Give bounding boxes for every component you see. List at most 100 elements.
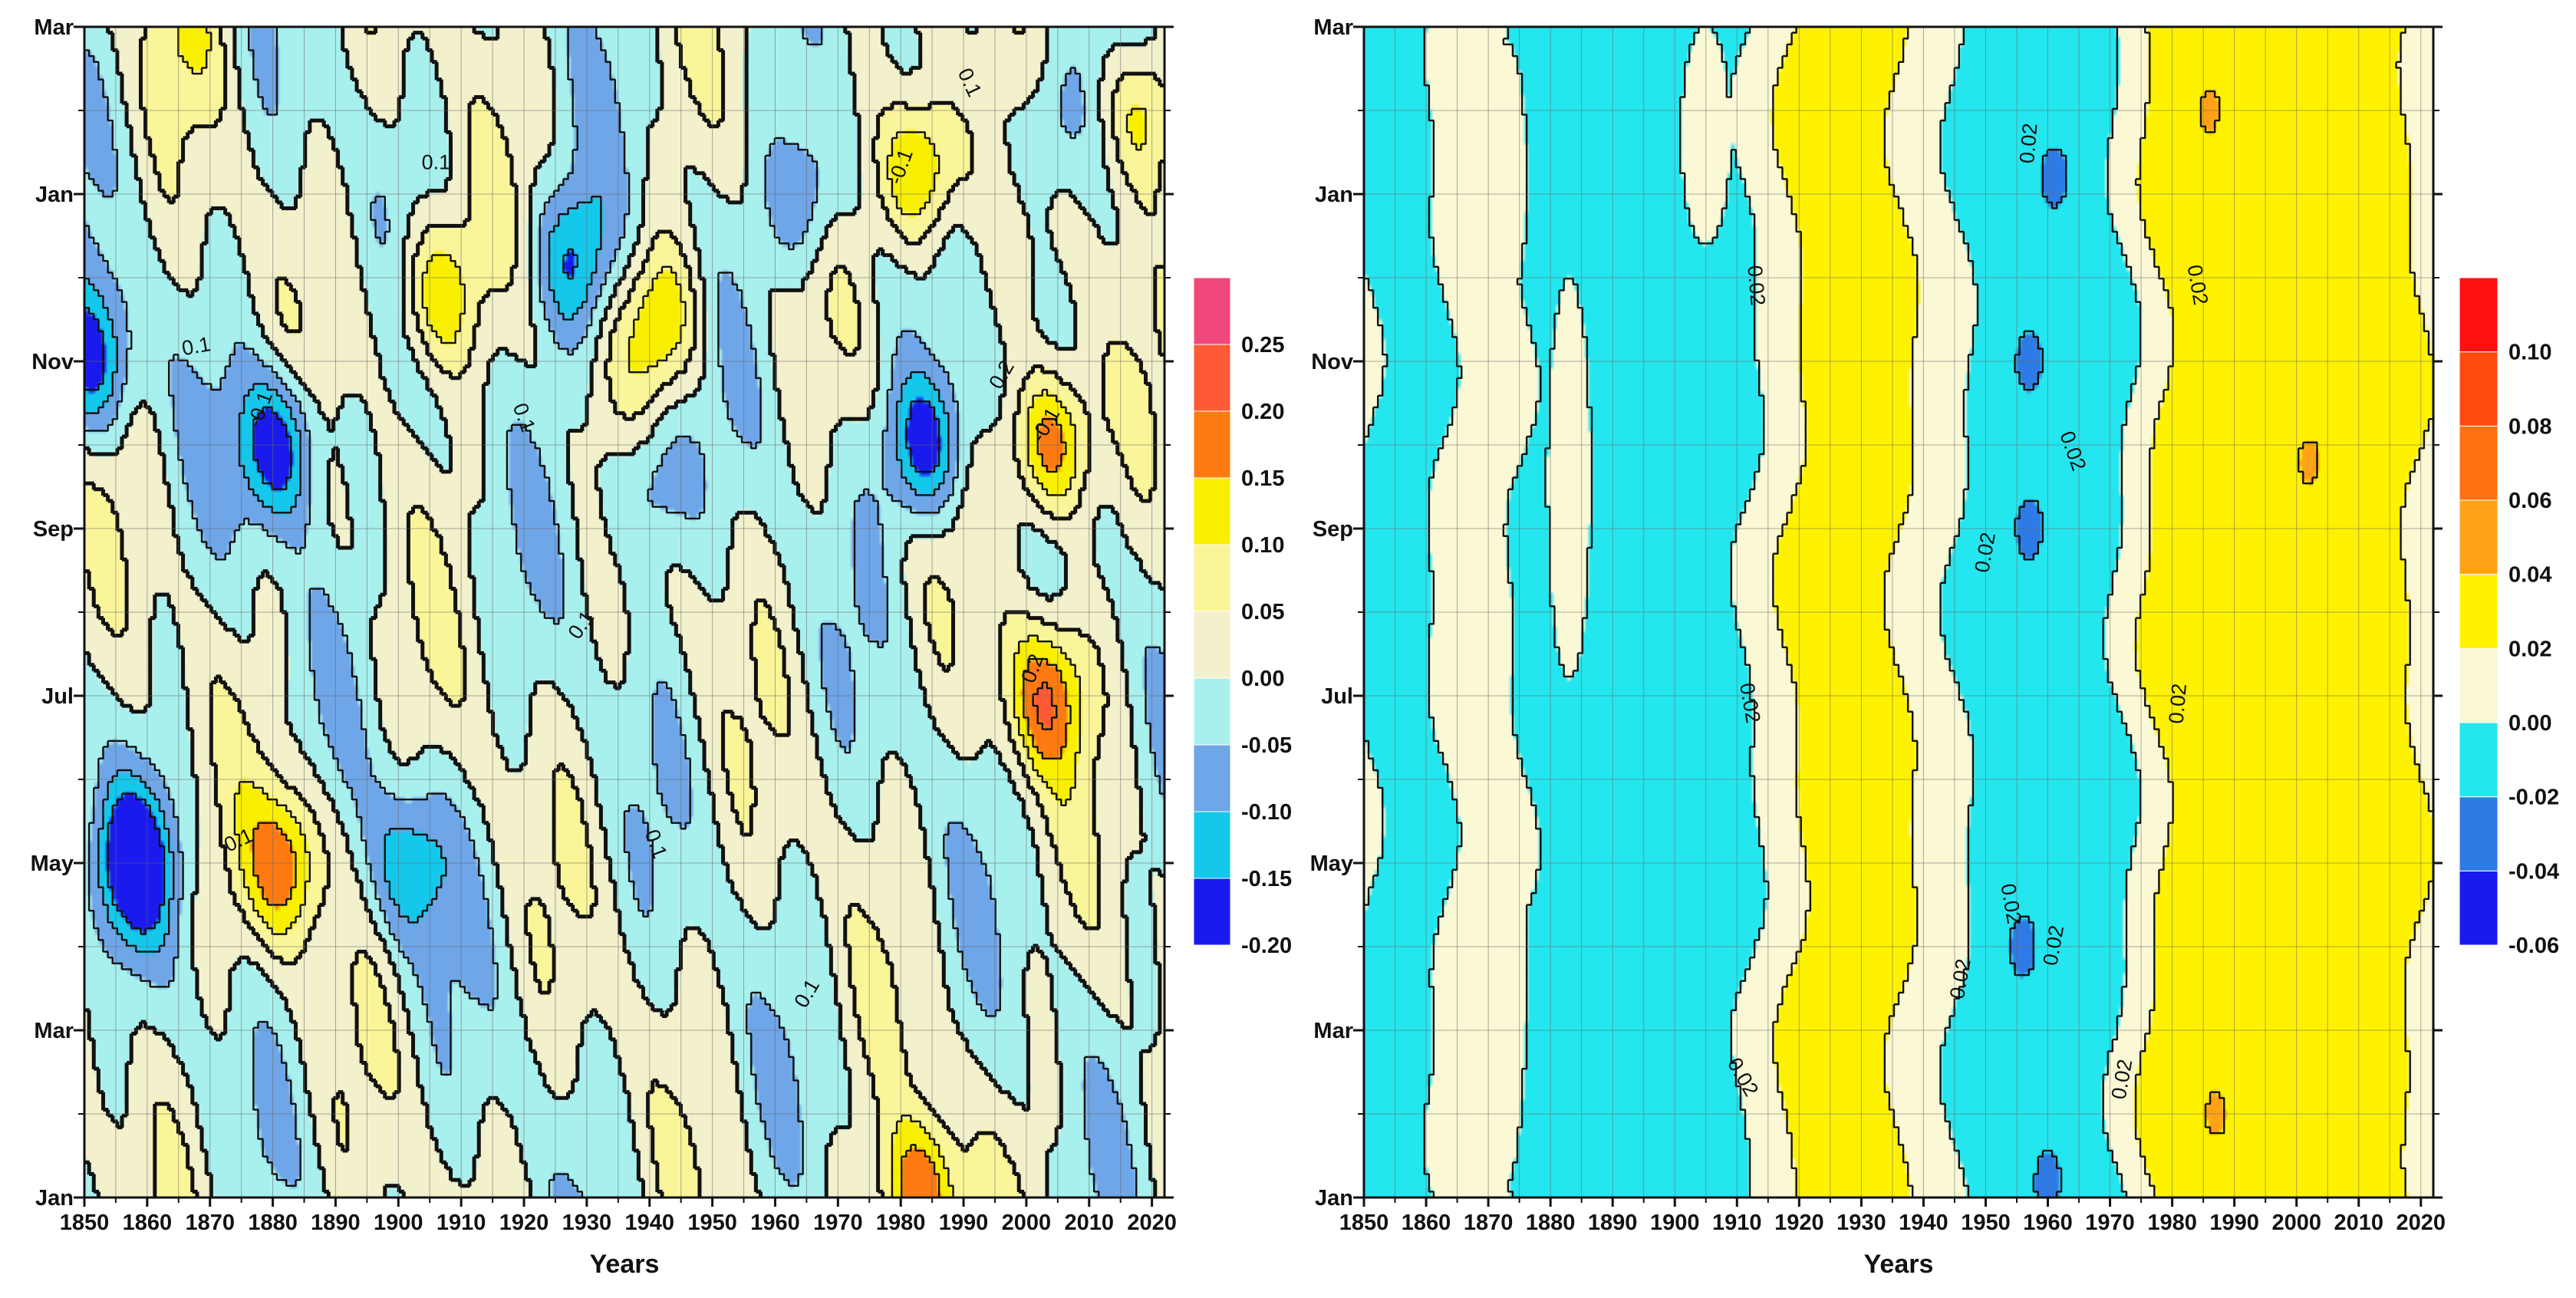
contour-line-segment [891, 360, 894, 367]
contour-line-segment [957, 437, 959, 443]
contour-line-segment [232, 61, 237, 69]
contour-line-segment [910, 483, 912, 490]
contour-line-segment [618, 682, 622, 689]
contour-line-segment [1014, 31, 1020, 35]
contour-line-segment [1108, 598, 1114, 603]
contour-line-segment [853, 524, 856, 531]
contour-line-segment [684, 185, 688, 192]
contour-line-segment [210, 548, 212, 555]
contour-line-segment [509, 278, 514, 285]
contour-line-segment [1148, 407, 1153, 414]
contour-line-segment [552, 295, 555, 303]
contour-line-segment [828, 437, 833, 443]
contour-line-segment [552, 512, 555, 519]
contour-line-segment [345, 506, 350, 513]
contour-line-segment [768, 308, 772, 315]
contour-line-segment [242, 407, 245, 414]
contour-line-segment [252, 442, 255, 449]
contour-line-segment [618, 103, 621, 110]
contour-line-segment [835, 624, 837, 631]
contour-line-segment [411, 612, 416, 619]
contour-line-segment [693, 295, 697, 303]
contour-line-segment [598, 495, 603, 502]
contour-line-segment [1083, 108, 1086, 116]
contour-line-segment [667, 229, 672, 234]
contour-line-segment [1060, 91, 1062, 98]
contour-line-segment [1084, 634, 1090, 638]
contour-line-segment [253, 383, 259, 385]
contour-line-segment [915, 494, 921, 496]
contour-line-segment [426, 261, 429, 268]
contour-line-segment [291, 329, 297, 334]
contour-line-segment [873, 640, 879, 643]
contour-line-segment [1023, 700, 1025, 707]
contour-line-segment [529, 582, 532, 590]
contour-line-segment [374, 676, 378, 684]
contour-line-segment [702, 354, 707, 361]
contour-line-segment [895, 437, 898, 443]
contour-line-segment [684, 179, 688, 186]
contour-line-segment [595, 301, 598, 308]
contour-line-segment [789, 248, 794, 251]
contour-line-segment [1060, 437, 1062, 443]
contour-line-segment [1032, 401, 1034, 408]
contour-line-segment [1074, 437, 1076, 443]
contour-line-segment [127, 423, 132, 427]
contour-line-segment [401, 249, 406, 256]
contour-line-segment [1122, 42, 1128, 47]
contour-line-segment [784, 143, 789, 145]
contour-line-segment [124, 565, 129, 572]
contour-line-segment [467, 360, 472, 367]
contour-line-segment [596, 463, 601, 468]
contour-line-segment [286, 435, 292, 438]
contour-line-segment [239, 710, 245, 714]
contour-line-segment [567, 249, 569, 256]
contour-line-segment [718, 598, 724, 603]
contour-line-segment [881, 542, 884, 549]
contour-line-segment [173, 395, 175, 402]
contour-line-segment [191, 68, 193, 74]
contour-line-segment [1117, 159, 1123, 163]
contour-line-segment [660, 61, 664, 69]
contour-line-segment [934, 359, 940, 362]
contour-line-segment [467, 161, 472, 168]
contour-line-segment [404, 334, 409, 339]
contour-line-segment [819, 501, 824, 508]
contour-line-segment [1036, 588, 1040, 595]
contour-line-segment [822, 499, 827, 503]
contour-line-segment [1101, 711, 1105, 718]
contour-line-segment [671, 699, 677, 701]
contour-line-segment [89, 283, 94, 285]
contour-line-segment [1111, 612, 1115, 619]
contour-line-segment [258, 499, 264, 502]
contour-line-segment [1026, 214, 1030, 221]
contour-line-segment [717, 354, 720, 361]
contour-line-segment [571, 512, 575, 519]
contour-line-segment [112, 189, 118, 192]
contour-line-segment [544, 318, 550, 321]
contour-line-segment [1103, 505, 1109, 509]
contour-line-segment [895, 430, 898, 437]
contour-line-segment [284, 693, 288, 701]
contour-line-segment [205, 50, 208, 57]
contour-line-segment [774, 628, 780, 632]
contour-line-segment [939, 581, 944, 585]
contour-line-segment [881, 430, 884, 437]
contour-line-segment [1031, 278, 1036, 285]
contour-line-segment [1150, 581, 1156, 585]
contour-line-segment [915, 400, 921, 403]
contour-line-segment [1052, 470, 1057, 473]
contour-line-segment [881, 548, 884, 555]
contour-line-segment [392, 407, 397, 414]
contour-line-segment [667, 405, 672, 410]
contour-line-segment [843, 27, 848, 34]
contour-line-segment [688, 202, 693, 209]
contour-line-segment [439, 413, 443, 420]
contour-line-segment [476, 635, 481, 642]
contour-line-segment [544, 680, 550, 685]
contour-line-segment [669, 377, 674, 385]
contour-line-segment [660, 91, 664, 98]
contour-line-segment [895, 424, 898, 432]
contour-line-segment [1040, 530, 1045, 537]
contour-line-segment [1046, 394, 1052, 397]
